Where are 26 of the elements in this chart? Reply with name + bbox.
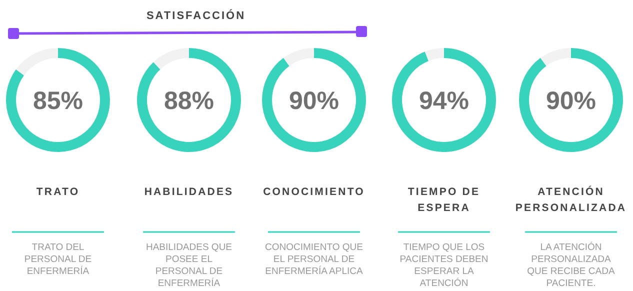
text: TRATO DEL PERSONAL DE ENFERMERÍA xyxy=(24,242,92,277)
donut-slice xyxy=(283,48,314,66)
text: HABILIDADES xyxy=(144,186,234,198)
donut-slice xyxy=(519,48,623,152)
donut-slice xyxy=(153,48,189,70)
text: CONOCIMIENTO QUE EL PERSONAL DE ENFERMERÍA APLICA xyxy=(265,242,364,277)
text: ATENCIÓN PERSONALIZADA xyxy=(515,185,627,214)
donut-slice xyxy=(392,48,496,152)
donut-slice xyxy=(16,48,58,76)
text: TIEMPO QUE LOS PACIENTES DEBEN ESPERAR LA ATENCIÓN xyxy=(400,242,488,289)
data-label: 90% xyxy=(288,87,340,115)
data-label: 94% xyxy=(418,87,470,115)
data-label: 85% xyxy=(32,87,84,115)
text: SATISFACCIÓN xyxy=(146,9,246,22)
donut-slice xyxy=(540,48,571,66)
donut-slice xyxy=(262,48,366,152)
donut-slice xyxy=(6,48,110,152)
data-label: 88% xyxy=(164,87,214,115)
text: HABILIDADES QUE POSEE EL PERSONAL DE ENFERMERÍA xyxy=(146,242,232,289)
data-label: 90% xyxy=(546,87,596,115)
text: TIEMPO DE ESPERA xyxy=(408,186,480,214)
text: LA ATENCIÓN PERSONALIZADA QUE RECIBE CADA PACIENTE. xyxy=(527,241,616,289)
donut-slice xyxy=(137,48,241,152)
donut-slice xyxy=(424,48,444,61)
text: TRATO xyxy=(36,186,80,198)
text: CONOCIMIENTO xyxy=(263,186,365,198)
